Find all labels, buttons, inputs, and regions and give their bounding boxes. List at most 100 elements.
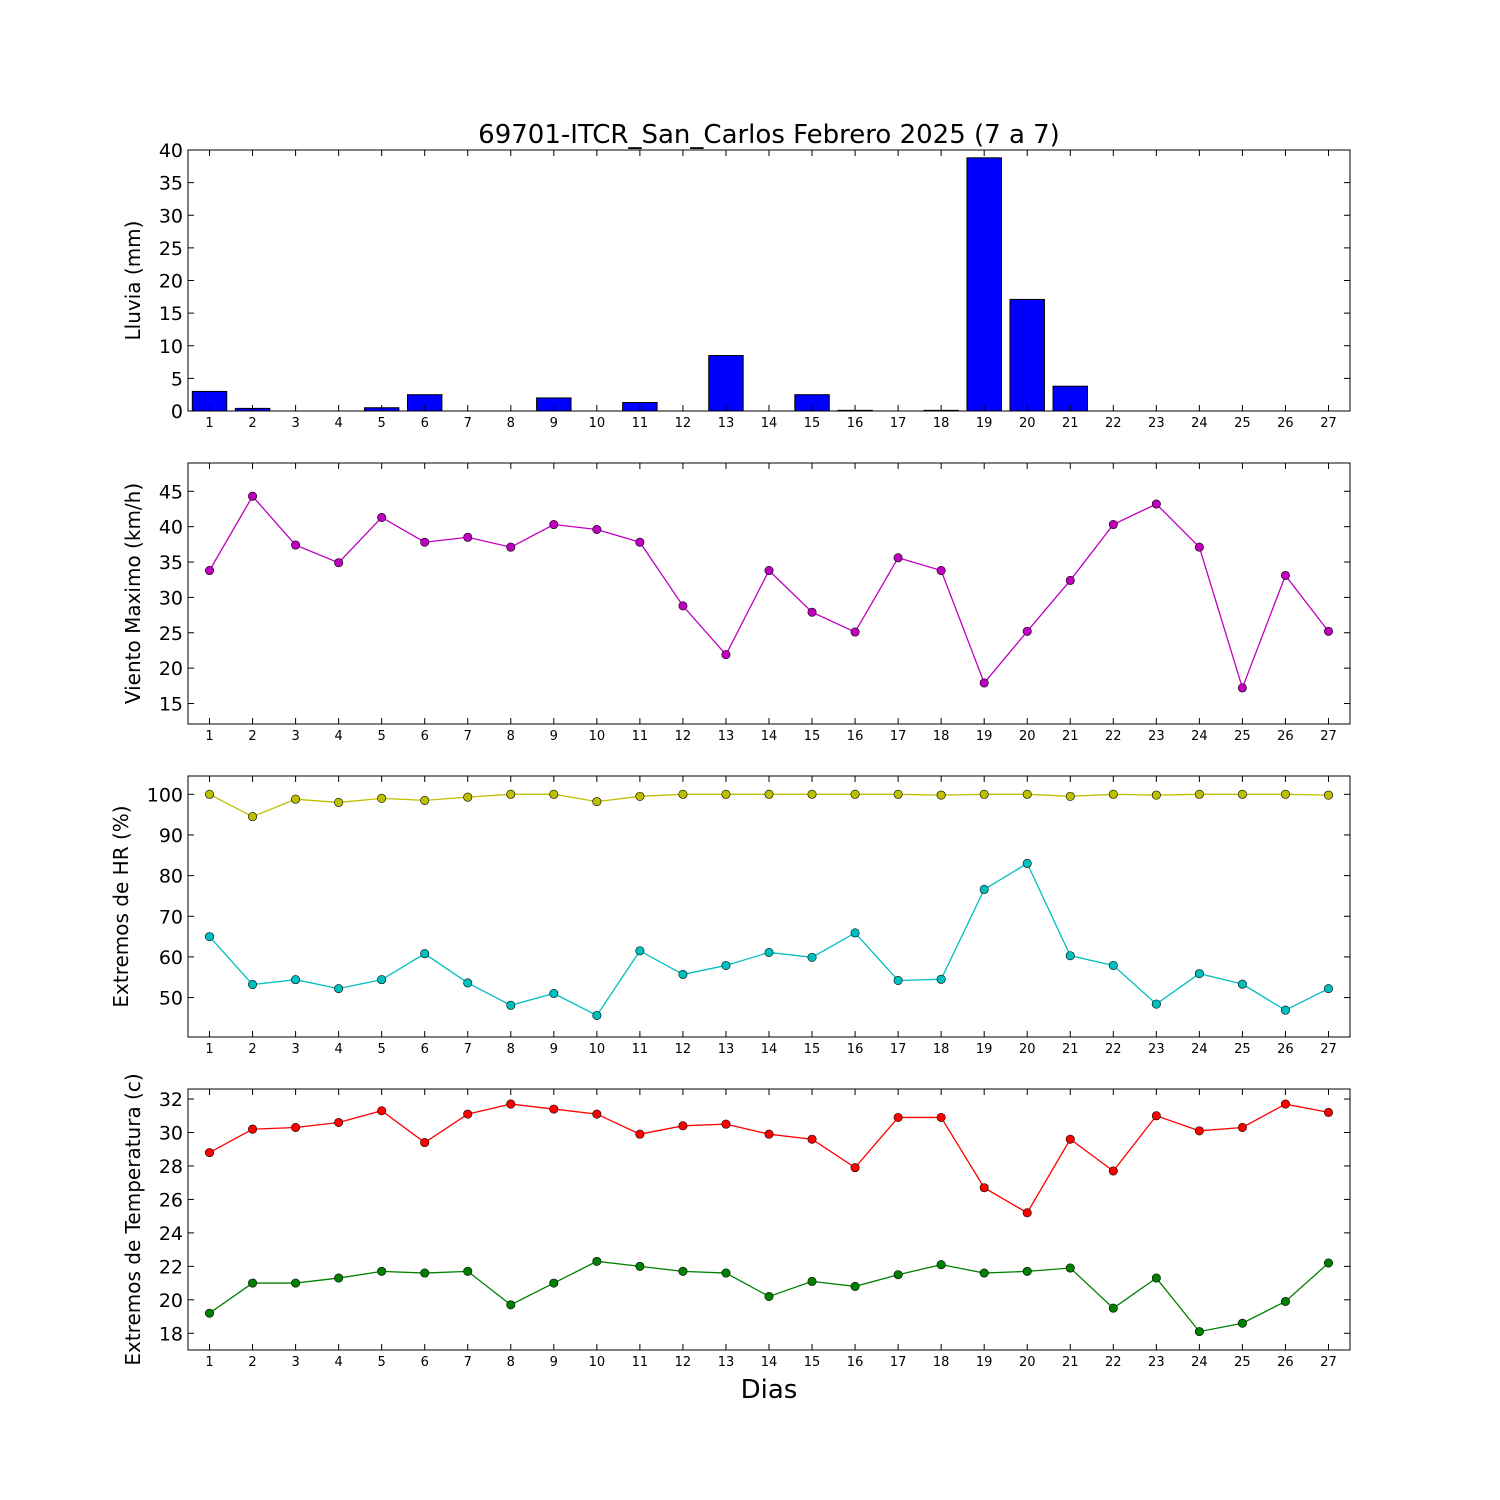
y-tick-label: 18 [159, 1323, 183, 1345]
y-tick-label: 30 [159, 205, 183, 227]
data-point-1-day-14 [764, 1291, 774, 1301]
x-tick-label: 9 [550, 1355, 558, 1370]
data-point-1-day-16 [850, 928, 860, 938]
data-point-0-day-16 [850, 627, 860, 637]
data-point-0-day-18 [936, 790, 946, 800]
data-point-1-day-8 [506, 1000, 516, 1010]
x-tick-label: 17 [890, 416, 907, 431]
data-point-0-day-3 [291, 794, 301, 804]
data-point-1-day-23 [1151, 999, 1161, 1009]
data-point-0-day-7 [463, 532, 473, 542]
x-tick-label: 7 [464, 1042, 472, 1057]
y-tick-label: 15 [159, 303, 183, 325]
x-tick-label: 10 [589, 1042, 606, 1057]
data-point-0-day-15 [807, 1134, 817, 1144]
x-tick-label: 2 [248, 1355, 256, 1370]
y-tick-label: 22 [159, 1256, 183, 1278]
data-point-0-day-7 [463, 792, 473, 802]
x-tick-label: 8 [507, 1355, 515, 1370]
data-point-0-day-4 [334, 797, 344, 807]
data-point-0-day-27 [1323, 1107, 1333, 1117]
x-tick-label: 26 [1277, 1042, 1294, 1057]
data-point-1-day-6 [420, 949, 430, 959]
x-tick-label: 7 [464, 1355, 472, 1370]
data-point-0-day-11 [635, 791, 645, 801]
x-tick-label: 13 [718, 1355, 735, 1370]
plot-frame [187, 149, 1351, 412]
data-point-0-day-6 [420, 795, 430, 805]
data-point-0-day-5 [377, 793, 387, 803]
x-tick-label: 16 [847, 1355, 864, 1370]
data-point-0-day-1 [205, 1148, 215, 1158]
panel-temperature-extremes: 1 2 3 4 5 6 7 8 9 10 11 12 13 14 15 16 17 18 19 20 21 22 23 24 2… [121, 1073, 1351, 1370]
x-tick-label: 13 [718, 729, 735, 744]
data-point-0-day-12 [678, 789, 688, 799]
x-tick-label: 21 [1062, 1042, 1079, 1057]
data-point-1-day-13 [721, 1268, 731, 1278]
data-point-1-day-27 [1323, 984, 1333, 994]
y-tick-label: 35 [159, 173, 183, 195]
x-tick-label: 21 [1062, 416, 1079, 431]
data-point-0-day-4 [334, 558, 344, 568]
data-point-0-day-20 [1022, 789, 1032, 799]
x-tick-label: 17 [890, 1355, 907, 1370]
x-tick-label: 26 [1277, 729, 1294, 744]
y-tick-label: 26 [159, 1189, 183, 1211]
plot-frame [187, 775, 1351, 1038]
x-tick-label: 9 [550, 1042, 558, 1057]
data-point-0-day-21 [1065, 1134, 1075, 1144]
data-point-1-day-16 [850, 1281, 860, 1291]
data-point-0-day-11 [635, 1129, 645, 1139]
data-point-0-day-22 [1108, 789, 1118, 799]
data-point-0-day-3 [291, 1122, 301, 1132]
y-axis-label: Viento Maximo (km/h) [121, 483, 145, 704]
data-point-1-day-8 [506, 1300, 516, 1310]
y-tick-label: 30 [159, 1123, 183, 1145]
data-point-0-day-17 [893, 789, 903, 799]
x-tick-label: 17 [890, 729, 907, 744]
x-tick-label: 24 [1191, 416, 1208, 431]
data-point-0-day-24 [1194, 789, 1204, 799]
bar-day-13 [708, 355, 744, 412]
x-tick-label: 20 [1019, 1355, 1036, 1370]
x-tick-label: 19 [976, 416, 993, 431]
y-axis-label: Extremos de HR (%) [109, 805, 133, 1007]
data-point-0-day-12 [678, 601, 688, 611]
y-tick-label: 0 [171, 401, 183, 423]
chart-title: 69701-ITCR_San_Carlos Febrero 2025 (7 a … [478, 120, 1060, 150]
data-point-1-day-7 [463, 978, 473, 988]
data-point-1-day-19 [979, 884, 989, 894]
x-tick-label: 27 [1320, 416, 1337, 431]
data-point-1-day-26 [1280, 1296, 1290, 1306]
x-tick-label: 8 [507, 1042, 515, 1057]
x-tick-label: 17 [890, 1042, 907, 1057]
data-point-1-day-3 [291, 1278, 301, 1288]
x-tick-label: 20 [1019, 729, 1036, 744]
data-point-0-day-8 [506, 789, 516, 799]
data-point-1-day-1 [205, 1308, 215, 1318]
x-tick-label: 6 [421, 1355, 429, 1370]
data-point-1-day-18 [936, 1260, 946, 1270]
x-tick-label: 4 [334, 1355, 342, 1370]
x-tick-label: 25 [1234, 1042, 1251, 1057]
data-point-0-day-21 [1065, 575, 1075, 585]
y-tick-label: 60 [159, 947, 183, 969]
x-tick-label: 3 [291, 729, 299, 744]
data-point-0-day-23 [1151, 1111, 1161, 1121]
data-point-0-day-10 [592, 797, 602, 807]
y-tick-label: 24 [159, 1223, 183, 1245]
x-tick-label: 1 [205, 1042, 213, 1057]
data-point-0-day-8 [506, 1099, 516, 1109]
x-tick-label: 11 [632, 729, 649, 744]
x-tick-label: 13 [718, 1042, 735, 1057]
data-point-0-day-2 [248, 1124, 258, 1134]
data-point-0-day-15 [807, 607, 817, 617]
panel-humidity-extremes: 1 2 3 4 5 6 7 8 9 10 11 12 13 14 15 16 17 18 19 20 21 22 23 24 2… [109, 775, 1351, 1057]
x-tick-label: 3 [291, 1355, 299, 1370]
x-tick-label: 14 [761, 416, 778, 431]
data-point-1-day-4 [334, 1273, 344, 1283]
data-point-0-day-14 [764, 566, 774, 576]
x-tick-label: 25 [1234, 729, 1251, 744]
x-axis-label: Dias [741, 1375, 798, 1405]
x-tick-label: 12 [675, 729, 692, 744]
